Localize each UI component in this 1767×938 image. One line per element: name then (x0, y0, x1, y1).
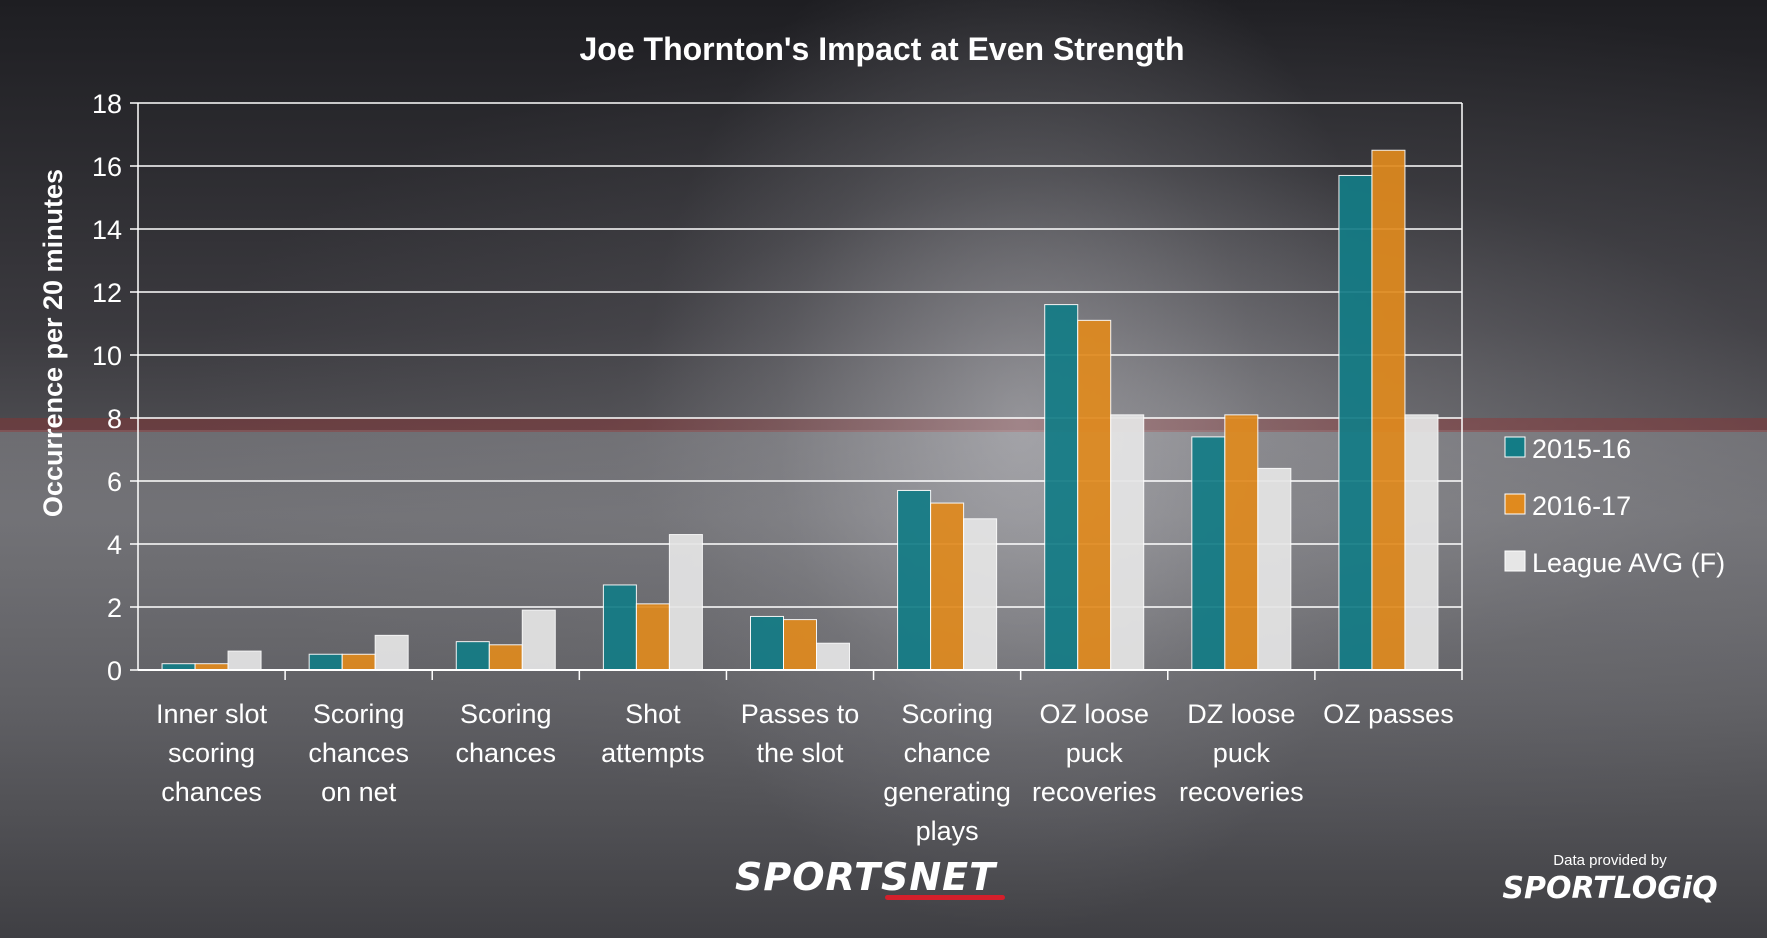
bar (1044, 304, 1079, 671)
sportlogiq-logo: SPORTLOGiQ (1502, 871, 1718, 906)
bar (816, 642, 850, 671)
bar (1338, 174, 1373, 671)
bar (521, 609, 556, 671)
bar (1257, 467, 1292, 671)
x-tick-label-line: puck (1066, 738, 1124, 768)
x-tick-label-line: DZ loose (1187, 699, 1295, 729)
data-credit: Data provided by SPORTLOGiQ (1490, 852, 1730, 906)
y-tick-label: 6 (107, 467, 122, 497)
bar (341, 653, 376, 671)
x-tick-label-line: OZ loose (1039, 699, 1149, 729)
bar (1404, 414, 1439, 671)
y-tick-label: 0 (107, 656, 122, 686)
y-tick-label: 12 (92, 278, 122, 308)
legend-swatch (1504, 493, 1526, 515)
bar (1077, 319, 1112, 671)
legend-swatch (1504, 550, 1526, 572)
bar (897, 489, 932, 671)
bar (963, 518, 998, 671)
x-tick-label-line: chances (161, 777, 262, 807)
x-tick-label: Shot attempts (601, 699, 705, 768)
y-axis-label: Occurrence per 20 minutes (38, 169, 68, 517)
bar (1191, 436, 1226, 671)
chart-title: Joe Thornton's Impact at Even Strength (579, 31, 1184, 67)
x-tick-label-line: puck (1213, 738, 1271, 768)
x-tick-label-line: Scoring (460, 699, 552, 729)
bar (635, 603, 670, 671)
credit-line: Data provided by (1553, 852, 1667, 869)
bar (750, 615, 784, 671)
x-tick-label-line: generating (883, 777, 1011, 807)
x-tick-label: DZ loose puck recoveries (1179, 699, 1304, 807)
x-tick-label-line: chances (455, 738, 556, 768)
y-tick-label: 4 (107, 530, 122, 560)
legend-label: 2016-17 (1532, 491, 1631, 521)
bar (455, 641, 490, 671)
x-tick-label-line: Passes to (741, 699, 860, 729)
x-tick-label: Scoring chances (455, 699, 556, 768)
y-tick-label: 14 (92, 215, 122, 245)
bar (1110, 414, 1145, 671)
x-tick-label: OZ loose puck recoveries (1032, 699, 1157, 807)
x-tick-label-line: Inner slot (156, 699, 268, 729)
legend: 2015-16 2016-17 League AVG (F) (1504, 434, 1725, 578)
y-tick-label: 10 (92, 341, 122, 371)
bar (308, 653, 343, 671)
bar (930, 502, 965, 671)
bar (668, 534, 703, 671)
x-tick-label-line: recoveries (1032, 777, 1157, 807)
bar (488, 644, 523, 671)
gridlines (138, 102, 1463, 670)
x-axis-labels: Inner slot scoring chances Scoring chances on… (156, 699, 1454, 846)
x-tick-label-line: OZ passes (1323, 699, 1454, 729)
axes: 0 2 4 6 8 10 12 14 16 18 (92, 89, 1463, 686)
sportsnet-logo-text: SPORTSNET (735, 855, 997, 899)
x-tick-label-line: on net (321, 777, 397, 807)
x-tick-label-line: the slot (756, 738, 844, 768)
sportsnet-logo: SPORTSNET (735, 855, 1035, 903)
x-tick-label: Inner slot scoring chances (156, 699, 268, 807)
legend-label: League AVG (F) (1532, 548, 1725, 578)
bar (1371, 149, 1406, 671)
legend-swatch (1504, 436, 1526, 458)
x-tick-label-line: Scoring (313, 699, 405, 729)
x-tick-label-line: Shot (625, 699, 681, 729)
x-tick-label: Passes to the slot (741, 699, 860, 768)
bar (227, 650, 262, 671)
x-tick-label-line: chances (308, 738, 409, 768)
legend-label: 2015-16 (1532, 434, 1631, 464)
x-tick-label: Scoring chance generating plays (883, 699, 1011, 846)
bars-group (161, 149, 1439, 671)
x-tick-label-line: scoring (168, 738, 255, 768)
bar (374, 634, 409, 671)
y-tick-label: 16 (92, 152, 122, 182)
x-tick-label-line: plays (916, 816, 979, 846)
x-tick-label-line: Scoring (901, 699, 993, 729)
y-tick-label: 18 (92, 89, 122, 119)
x-tick-label-line: attempts (601, 738, 705, 768)
x-tick-label: OZ passes (1323, 699, 1454, 729)
bar (783, 619, 817, 671)
bar (1224, 414, 1259, 671)
x-tick-label-line: recoveries (1179, 777, 1304, 807)
x-tick-label: Scoring chances on net (308, 699, 409, 807)
sportsnet-swoosh (885, 895, 1005, 900)
x-tick-label-line: chance (904, 738, 991, 768)
y-tick-label: 8 (107, 404, 122, 434)
bar (602, 584, 637, 671)
y-tick-label: 2 (107, 593, 122, 623)
